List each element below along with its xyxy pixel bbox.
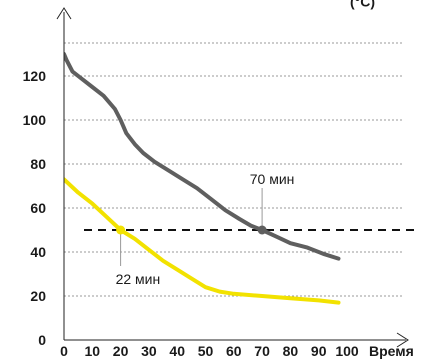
x-tick-label-10: 10 [85, 343, 101, 359]
series-layer [64, 52, 341, 305]
x-axis-arrow-icon [396, 332, 409, 348]
chart-title-fragment: (°C) [350, 0, 375, 10]
x-tick-labels: 0 10 20 30 40 50 60 70 80 90 100 [60, 343, 359, 359]
axes [56, 7, 409, 348]
y-tick-label-100: 100 [23, 112, 47, 128]
annotations: 70 мин 22 мин [116, 171, 295, 287]
y-tick-label-0: 0 [38, 332, 46, 348]
y-tick-label-120: 120 [23, 68, 47, 84]
x-tick-label-100: 100 [335, 343, 359, 359]
y-tick-label-60: 60 [30, 200, 46, 216]
series-line-0 [64, 52, 341, 261]
gridlines [64, 42, 402, 297]
x-tick-label-30: 30 [141, 343, 157, 359]
x-axis-label: Время [369, 343, 414, 359]
annotation-label-0: 70 мин [250, 171, 295, 187]
x-tick-label-20: 20 [113, 343, 129, 359]
y-axis-arrow-icon [56, 7, 72, 20]
x-tick-label-40: 40 [169, 343, 185, 359]
annotation-marker-0 [257, 225, 267, 235]
x-tick-label-0: 0 [60, 343, 68, 359]
x-tick-label-50: 50 [198, 343, 214, 359]
x-tick-label-90: 90 [311, 343, 327, 359]
x-tick-label-80: 80 [283, 343, 299, 359]
y-tick-label-40: 40 [30, 244, 46, 260]
y-tick-label-20: 20 [30, 288, 46, 304]
annotation-label-1: 22 мин [116, 271, 161, 287]
series-line-1 [64, 177, 341, 305]
y-tick-labels: 0 20 40 60 80 100 120 [23, 68, 47, 348]
x-tick-label-60: 60 [226, 343, 242, 359]
annotation-marker-1 [116, 225, 126, 235]
x-tick-label-70: 70 [254, 343, 270, 359]
y-tick-label-80: 80 [30, 156, 46, 172]
